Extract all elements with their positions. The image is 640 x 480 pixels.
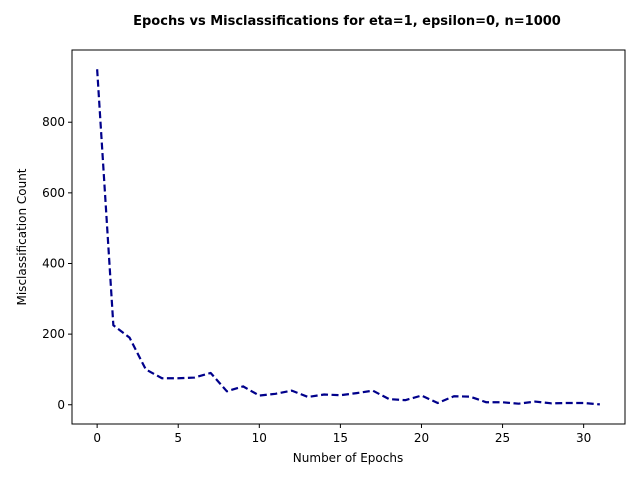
y-tick-label: 400 xyxy=(42,256,65,270)
y-axis: 0 200 400 600 800 xyxy=(42,115,72,412)
x-tick-label: 25 xyxy=(495,431,510,445)
y-tick-label: 600 xyxy=(42,186,65,200)
plot-area xyxy=(96,69,600,406)
series-line-0 xyxy=(96,69,600,406)
y-axis-label: Misclassification Count xyxy=(15,168,29,305)
x-tick-label: 10 xyxy=(252,431,267,445)
x-tick-label: 5 xyxy=(174,431,182,445)
axes-frame xyxy=(71,49,626,425)
y-tick-label: 0 xyxy=(57,398,65,412)
chart-title: Epochs vs Misclassifications for eta=1, … xyxy=(133,14,561,29)
x-axis-label: Number of Epochs xyxy=(293,451,403,465)
y-tick-label: 200 xyxy=(42,327,65,341)
x-tick-label: 30 xyxy=(576,431,591,445)
x-tick-label: 15 xyxy=(333,431,348,445)
x-axis: 0 5 10 15 20 25 30 xyxy=(93,424,591,445)
x-tick-label: 20 xyxy=(414,431,429,445)
y-tick-label: 800 xyxy=(42,115,65,129)
x-tick-label: 0 xyxy=(93,431,101,445)
